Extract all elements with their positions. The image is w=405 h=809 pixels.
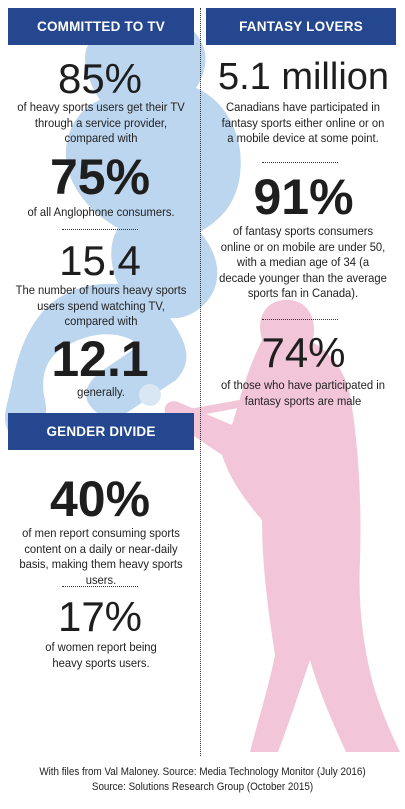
column-divider bbox=[200, 8, 201, 756]
stat-91-percent: 91% bbox=[253, 169, 354, 225]
committed-text-4: generally. bbox=[77, 385, 125, 399]
stat-75-percent: 75% bbox=[49, 149, 151, 205]
committed-text-1: of heavy sports users get their TV throu… bbox=[17, 100, 185, 145]
stat-85-percent: 85% bbox=[57, 55, 143, 102]
fantasy-text-3: of those who have participated in fantas… bbox=[221, 378, 385, 408]
source-line-1: With files from Val Maloney. Source: Med… bbox=[39, 766, 366, 778]
bat-shape bbox=[172, 395, 270, 420]
stat-5-1-million: 5.1 million bbox=[217, 56, 390, 98]
fantasy-separator-2 bbox=[262, 319, 338, 320]
gender-separator bbox=[62, 586, 138, 587]
stat-15-4-hours: 15.4 bbox=[59, 237, 141, 284]
committed-separator-1 bbox=[62, 229, 138, 230]
source-line-2: Source: Solutions Research Group (Octobe… bbox=[91, 781, 314, 793]
stat-12-1-hours: 12.1 bbox=[51, 331, 149, 387]
fantasy-header: FANTASY LOVERS bbox=[206, 8, 396, 45]
stat-74-percent: 74% bbox=[261, 329, 346, 376]
baseball-pitcher-silhouette bbox=[5, 24, 241, 441]
committed-text-2: of all Anglophone consumers. bbox=[27, 205, 175, 219]
fantasy-text-1: Canadians have participated in fantasy s… bbox=[221, 100, 385, 145]
gender-header: GENDER DIVIDE bbox=[8, 413, 194, 450]
committed-text-3: The number of hours heavy sports users s… bbox=[15, 283, 187, 328]
committed-header: COMMITTED TO TV bbox=[8, 8, 194, 45]
gender-text-2: of women report being heavy sports users… bbox=[45, 640, 157, 670]
gender-text-1: of men report consuming sports content o… bbox=[19, 526, 183, 587]
stat-40-percent: 40% bbox=[49, 471, 151, 527]
baseball-shape bbox=[139, 384, 161, 406]
stat-17-percent: 17% bbox=[57, 593, 143, 640]
fantasy-separator-1 bbox=[262, 162, 338, 163]
baseball-batter-silhouette bbox=[164, 299, 400, 752]
fantasy-text-2: of fantasy sports consumers online or on… bbox=[219, 224, 387, 300]
